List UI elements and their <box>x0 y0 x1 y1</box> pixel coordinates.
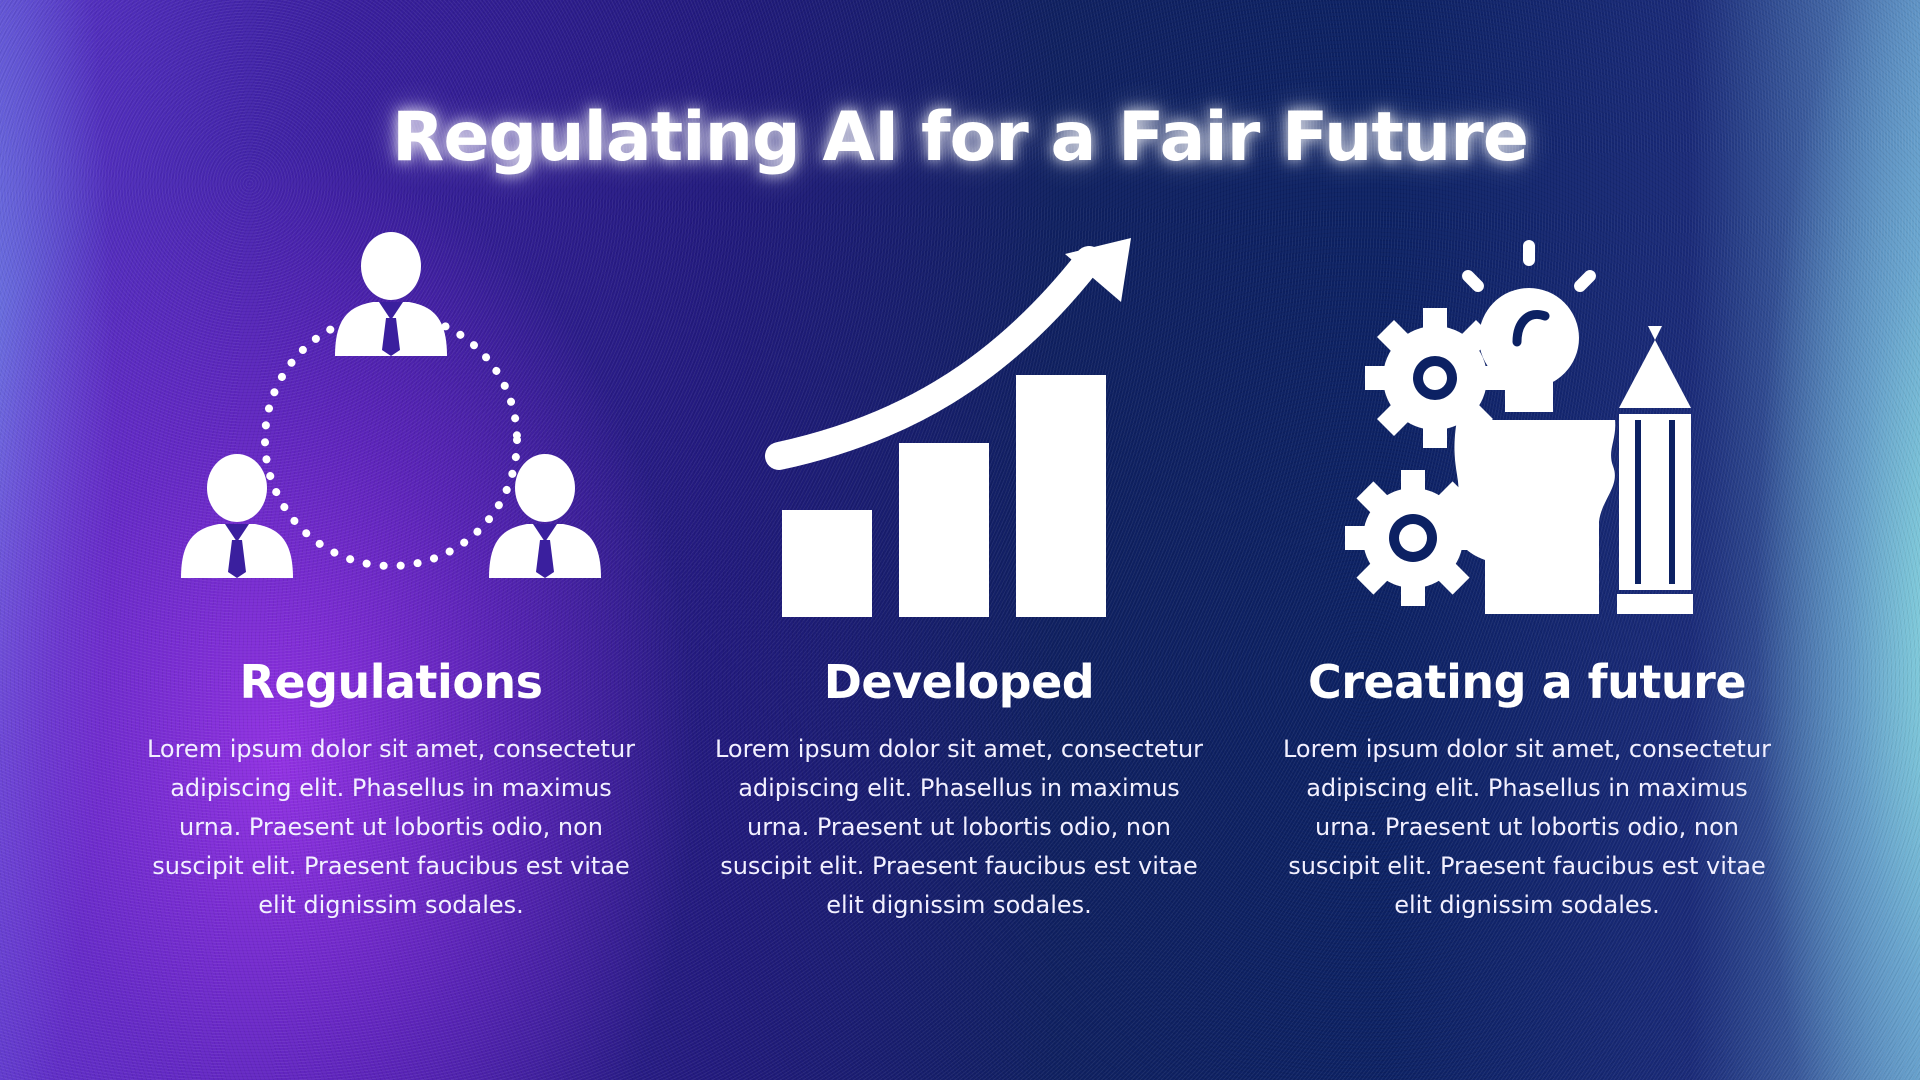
slide-title: Regulating AI for a Fair Future <box>392 98 1529 177</box>
column-body-text: Lorem ipsum dolor sit amet, consectetur … <box>714 734 1204 919</box>
chart-bar <box>899 443 989 617</box>
column-body-text: Lorem ipsum dolor sit amet, consectetur … <box>146 734 636 919</box>
column-regulations: Regulations Lorem ipsum dolor sit amet, … <box>111 230 671 925</box>
chart-bar <box>1016 375 1106 617</box>
trend-arrow-line <box>765 246 1103 470</box>
column-developed: Developed Lorem ipsum dolor sit amet, co… <box>679 230 1239 925</box>
column-heading: Regulations <box>239 655 543 709</box>
trend-arrow-head <box>1065 238 1131 302</box>
chart-bar <box>782 510 872 617</box>
people-network-icon <box>181 232 601 578</box>
column-heading: Creating a future <box>1307 655 1747 709</box>
creative-mind-icon <box>1345 240 1693 614</box>
column-creating-a-future: Creating a future Lorem ipsum dolor sit … <box>1247 230 1807 925</box>
growth-chart-icon <box>765 238 1131 617</box>
column-heading: Developed <box>823 655 1095 709</box>
column-body-text: Lorem ipsum dolor sit amet, consectetur … <box>1282 734 1772 919</box>
